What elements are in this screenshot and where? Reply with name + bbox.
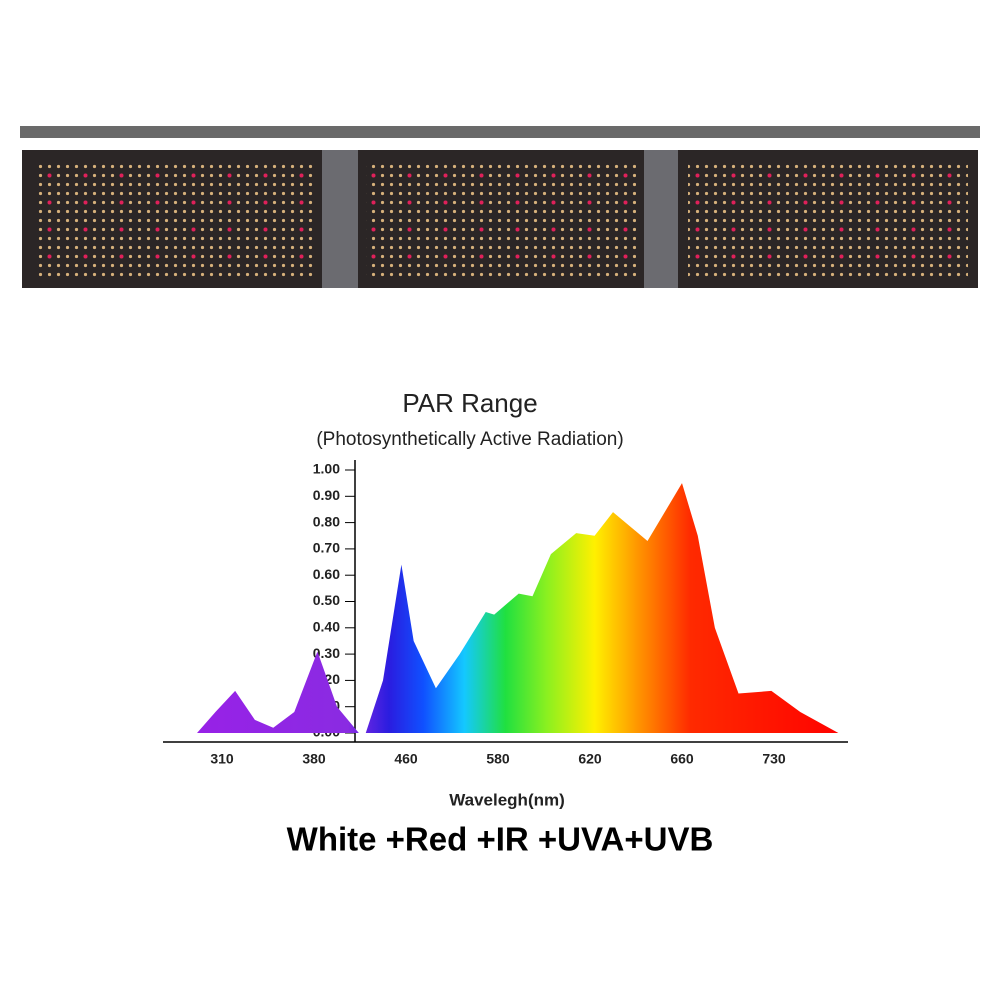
y-tick-label: 0.80: [313, 513, 340, 529]
x-axis-label: Wavelegh(nm): [449, 790, 565, 809]
x-tick-label: 380: [302, 751, 326, 767]
y-tick-label: 0.70: [313, 540, 340, 556]
x-tick-label: 620: [578, 751, 602, 767]
chart-title: PAR Range: [402, 388, 537, 418]
y-tick-label: 0.90: [313, 487, 340, 503]
caption: White +Red +IR +UVA+UVB: [287, 821, 714, 858]
led-panel: [20, 126, 980, 288]
y-tick-label: 0.50: [313, 592, 340, 608]
x-tick-label: 310: [210, 751, 234, 767]
y-tick-label: 1.00: [313, 461, 340, 477]
spectrum-area: [197, 483, 839, 733]
y-tick-label: 0.60: [313, 566, 340, 582]
y-tick-label: 0.40: [313, 619, 340, 635]
chart-subtitle: (Photosynthetically Active Radiation): [316, 429, 623, 450]
x-tick-label: 580: [486, 751, 510, 767]
x-tick-label: 660: [670, 751, 694, 767]
x-tick-label: 460: [394, 751, 418, 767]
x-tick-label: 730: [762, 751, 786, 767]
y-tick-label: 0.30: [313, 645, 340, 661]
